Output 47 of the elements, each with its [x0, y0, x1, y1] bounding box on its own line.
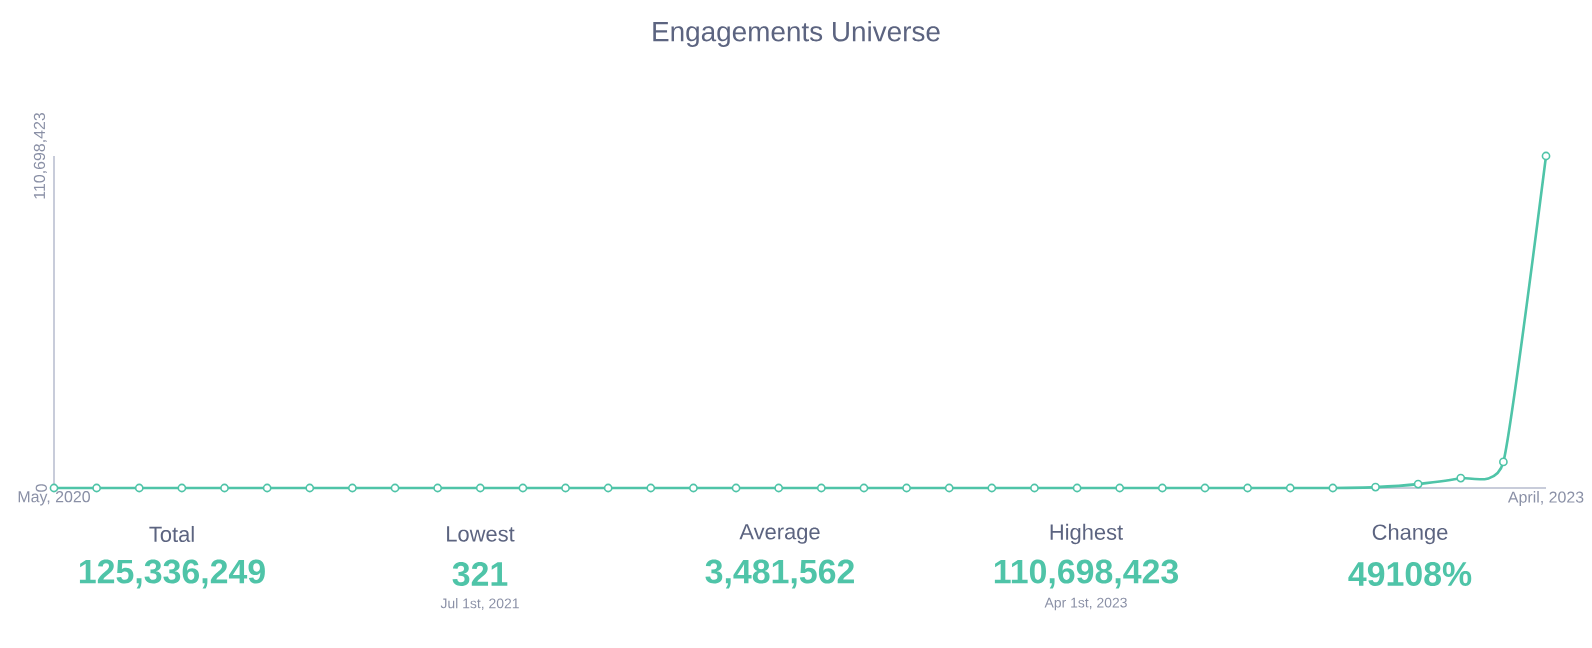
point — [987, 483, 997, 493]
text: 49108% — [1348, 562, 1472, 586]
point — [1371, 482, 1380, 492]
point — [262, 483, 272, 493]
point — [561, 483, 570, 493]
point — [348, 483, 357, 493]
point — [731, 483, 741, 493]
text: Lowest — [447, 526, 515, 542]
point — [1541, 151, 1551, 161]
text: 321 — [452, 561, 508, 587]
point — [774, 483, 784, 493]
point — [646, 483, 656, 493]
point — [1413, 479, 1423, 489]
point — [1200, 483, 1210, 493]
point — [689, 483, 698, 493]
point — [220, 483, 229, 493]
point — [92, 483, 102, 493]
point — [603, 483, 613, 493]
chart-title: Engagements Universe — [653, 20, 940, 47]
point — [859, 483, 869, 493]
point — [1285, 483, 1295, 493]
text: Total — [149, 525, 194, 543]
point — [390, 483, 400, 493]
point — [177, 483, 187, 493]
point — [1115, 483, 1125, 493]
point — [816, 483, 826, 493]
text: 3,481,562 — [705, 559, 854, 589]
point — [1243, 483, 1252, 493]
point — [944, 483, 954, 493]
point — [1328, 483, 1338, 493]
point — [518, 483, 528, 493]
point — [1499, 457, 1508, 467]
point — [134, 483, 144, 493]
point — [1030, 483, 1039, 493]
point — [475, 483, 485, 493]
text: Change — [1372, 523, 1448, 545]
text: 125,336,249 — [79, 559, 265, 589]
text: 110,698,423 — [994, 559, 1179, 589]
point — [433, 483, 443, 493]
point — [305, 483, 315, 493]
point — [1157, 483, 1167, 493]
point — [1072, 483, 1082, 493]
text: Average — [739, 524, 820, 544]
text: Highest — [1050, 523, 1123, 545]
point — [1456, 473, 1466, 483]
point — [902, 483, 911, 493]
point — [49, 483, 59, 493]
